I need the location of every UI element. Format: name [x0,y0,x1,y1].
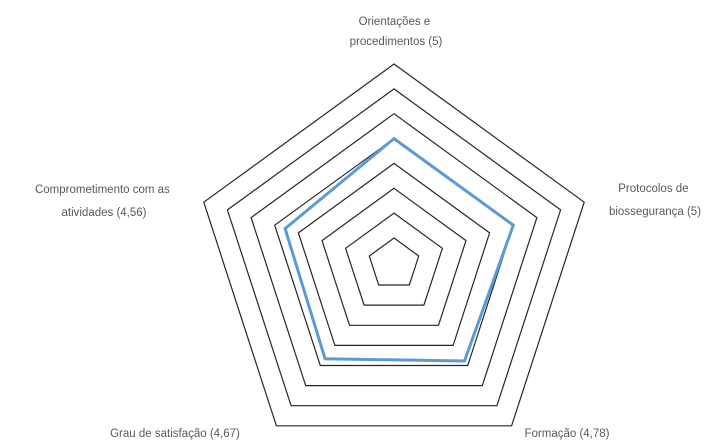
grid-ring-4 [297,162,491,346]
grid-ring-3 [321,187,467,326]
axis-label-protocolos: Protocolos de biossegurança (5) [609,183,701,218]
axis-label-comprometimento: Comprometimento com as atividades (4,56) [35,184,173,219]
radar-series [283,136,516,363]
grid-ring-6 [250,112,538,387]
axis-label-formacao: Formação (4,78) [524,428,609,440]
series-line [283,136,516,363]
grid-ring-1 [368,237,420,286]
axis-label-orientacoes: Orientações e procedimentos (5) [350,16,443,48]
radar-grid [203,63,585,427]
grid-ring-7 [226,88,562,407]
grid-ring-8 [203,63,585,427]
grid-ring-2 [344,212,444,306]
axis-label-grau-satisfacao: Grau de satisfação (4,67) [110,428,240,440]
grid-ring-5 [273,137,515,367]
axis-labels: Orientações e procedimentos (5) Protocol… [35,16,701,440]
